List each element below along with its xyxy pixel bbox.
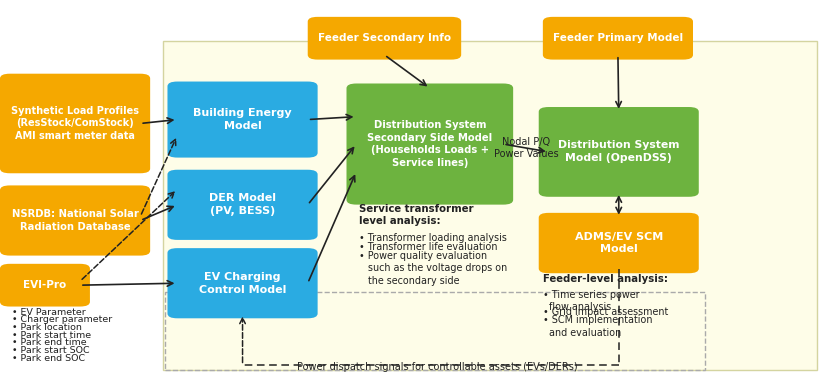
Text: EVI-Pro: EVI-Pro xyxy=(23,280,67,290)
Text: • Time series power
  flow analysis: • Time series power flow analysis xyxy=(543,290,639,312)
Text: • Power quality evaluation
   such as the voltage drops on
   the secondary side: • Power quality evaluation such as the v… xyxy=(359,251,507,286)
Text: • SCM implementation
  and evaluation: • SCM implementation and evaluation xyxy=(543,315,653,338)
Text: • Park location: • Park location xyxy=(12,323,82,332)
Text: EV Charging
Control Model: EV Charging Control Model xyxy=(199,272,286,295)
Bar xyxy=(165,292,705,370)
FancyBboxPatch shape xyxy=(308,17,461,60)
Text: Feeder Primary Model: Feeder Primary Model xyxy=(553,33,683,43)
Text: Feeder Secondary Info: Feeder Secondary Info xyxy=(318,33,451,43)
Text: • Grid impact assessment: • Grid impact assessment xyxy=(543,307,668,317)
FancyBboxPatch shape xyxy=(163,41,817,370)
FancyBboxPatch shape xyxy=(0,74,150,173)
Text: • Park start SOC: • Park start SOC xyxy=(12,346,89,355)
Text: Synthetic Load Profiles
(ResStock/ComStock)
AMI smart meter data: Synthetic Load Profiles (ResStock/ComSto… xyxy=(11,106,139,141)
Text: • Transformer life evaluation: • Transformer life evaluation xyxy=(359,242,497,252)
Text: Feeder-level analysis:: Feeder-level analysis: xyxy=(543,274,668,285)
FancyBboxPatch shape xyxy=(167,170,318,240)
FancyBboxPatch shape xyxy=(167,248,318,318)
Text: • Transformer loading analysis: • Transformer loading analysis xyxy=(359,233,507,243)
Text: Power dispatch signals for controllable assets (EVs/DERs): Power dispatch signals for controllable … xyxy=(297,362,578,372)
Text: Service transformer
level analysis:: Service transformer level analysis: xyxy=(359,204,474,226)
Text: Nodal P/Q
Power Values: Nodal P/Q Power Values xyxy=(493,137,559,159)
FancyBboxPatch shape xyxy=(167,82,318,158)
Text: • Park start time: • Park start time xyxy=(12,331,91,339)
Text: DER Model
(PV, BESS): DER Model (PV, BESS) xyxy=(209,193,276,216)
Text: NSRDB: National Solar
Radiation Database: NSRDB: National Solar Radiation Database xyxy=(12,209,139,232)
Text: • Charger parameter: • Charger parameter xyxy=(12,315,112,324)
FancyBboxPatch shape xyxy=(346,83,513,205)
FancyBboxPatch shape xyxy=(543,17,693,60)
Text: Building Energy
Model: Building Energy Model xyxy=(193,108,292,131)
Text: Distribution System
Model (OpenDSS): Distribution System Model (OpenDSS) xyxy=(558,140,680,163)
FancyBboxPatch shape xyxy=(0,185,150,256)
Text: • Park end SOC: • Park end SOC xyxy=(12,354,85,363)
FancyBboxPatch shape xyxy=(539,213,699,273)
Text: Distribution System
Secondary Side Model
(Households Loads +
Service lines): Distribution System Secondary Side Model… xyxy=(367,120,493,168)
FancyBboxPatch shape xyxy=(539,107,699,197)
Text: • Park end time: • Park end time xyxy=(12,338,86,347)
Text: ADMS/EV SCM
Model: ADMS/EV SCM Model xyxy=(575,232,662,254)
Text: • EV Parameter: • EV Parameter xyxy=(12,308,85,317)
FancyBboxPatch shape xyxy=(0,264,90,307)
